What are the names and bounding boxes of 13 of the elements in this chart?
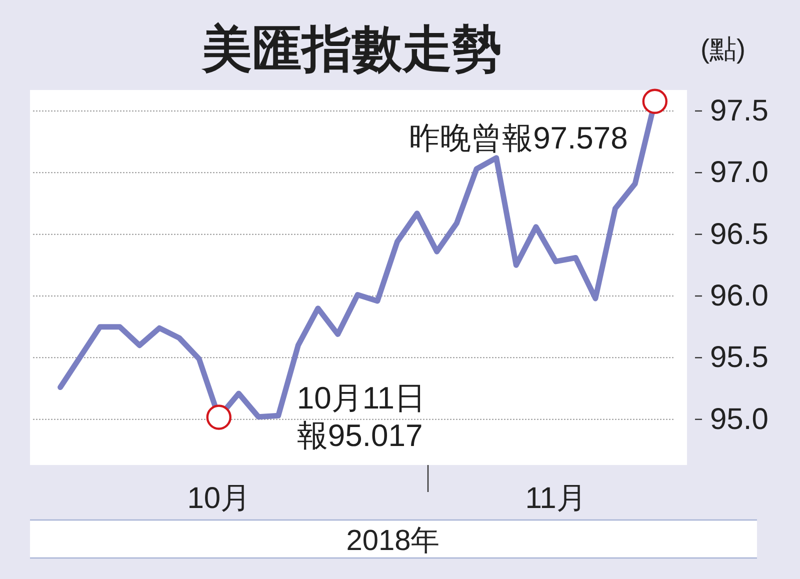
- ylabel: (點): [700, 34, 746, 64]
- ytick-label: 96.0: [710, 280, 768, 312]
- title: 美匯指數走勢: [202, 19, 502, 78]
- xtick-label: 10月: [187, 482, 251, 515]
- xtick-label: 11月: [525, 482, 586, 515]
- ytick-label: 97.5: [710, 94, 768, 128]
- ytick-label: 95.0: [710, 402, 768, 436]
- ytick-label: 95.5: [710, 341, 768, 374]
- ytick-label: 97.0: [710, 156, 768, 190]
- ytick-label: 96.5: [710, 218, 768, 251]
- annotation: 昨晚曾報97.578: [409, 120, 628, 156]
- xlabel: 2018年: [346, 525, 440, 557]
- annotation: 10月11日報95.017: [296, 380, 426, 454]
